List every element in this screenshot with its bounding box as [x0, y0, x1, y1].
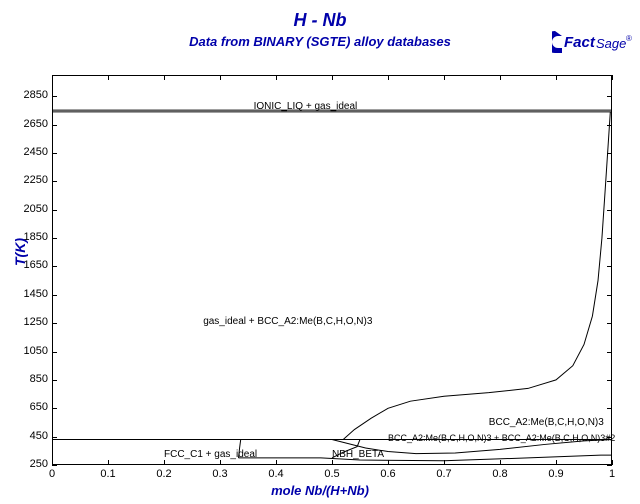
y-tick-label: 2250: [8, 174, 48, 186]
chart-title: H - Nb: [0, 10, 640, 31]
region-label-gasbcc: gas_ideal + BCC_A2:Me(B,C,H,O,N)3: [203, 316, 372, 327]
x-axis-label: mole Nb/(H+Nb): [0, 483, 640, 498]
factsage-logo: Fact Sage ®: [552, 28, 632, 61]
region-label-fcc: FCC_C1 + gas_ideal: [164, 449, 257, 460]
y-tick-label: 1650: [8, 259, 48, 271]
phase-diagram-figure: H - Nb Data from BINARY (SGTE) alloy dat…: [0, 0, 640, 504]
chart-subtitle: Data from BINARY (SGTE) alloy databases: [0, 34, 640, 49]
x-tick-label: 0.4: [261, 468, 291, 480]
x-tick-label: 0.8: [485, 468, 515, 480]
x-tick-label: 0.1: [93, 468, 123, 480]
y-tick-label: 1850: [8, 231, 48, 243]
y-tick-label: 450: [8, 430, 48, 442]
x-tick-label: 0.6: [373, 468, 403, 480]
region-label-bcc: BCC_A2:Me(B,C,H,O,N)3: [489, 417, 604, 428]
region-label-bcccombo: BCC_A2:Me(B,C,H,O,N)3 + BCC_A2:Me(B,C,H,…: [388, 433, 615, 443]
y-tick-label: 1050: [8, 345, 48, 357]
y-tick-label: 650: [8, 401, 48, 413]
x-tick-label: 1: [597, 468, 627, 480]
logo-mark: ®: [626, 34, 632, 43]
y-tick-label: 1250: [8, 316, 48, 328]
logo-rest-text: Sage: [596, 36, 626, 51]
x-tick-label: 0.7: [429, 468, 459, 480]
y-tick-label: 850: [8, 373, 48, 385]
logo-bold-text: Fact: [564, 34, 595, 51]
y-tick-label: 2050: [8, 203, 48, 215]
phase-curves: [52, 75, 612, 465]
x-tick-label: 0.9: [541, 468, 571, 480]
x-tick-label: 0.5: [317, 468, 347, 480]
x-tick-label: 0.3: [205, 468, 235, 480]
x-tick-label: 0: [37, 468, 67, 480]
y-tick-label: 1450: [8, 288, 48, 300]
y-tick-label: 2450: [8, 146, 48, 158]
region-label-nbhbeta: NBH_BETA: [332, 449, 384, 460]
x-tick-label: 0.2: [149, 468, 179, 480]
y-tick-label: 2850: [8, 89, 48, 101]
region-label-ionicliq: IONIC_LIQ + gas_ideal: [254, 101, 358, 112]
y-tick-label: 2650: [8, 118, 48, 130]
